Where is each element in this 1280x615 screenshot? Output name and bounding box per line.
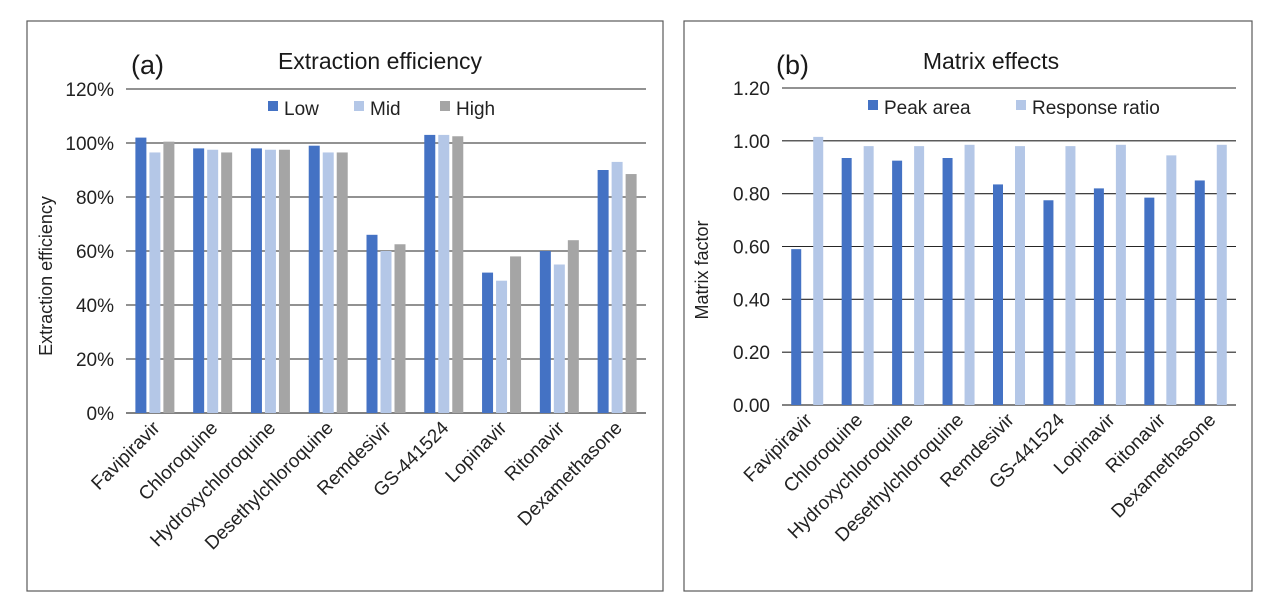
bar-mid (380, 251, 392, 413)
bar-peak-area (791, 249, 802, 405)
legend-entry: Peak area (868, 98, 971, 119)
bar-peak-area (1093, 188, 1104, 405)
bar-low (308, 145, 320, 413)
legend-label: Response ratio (1032, 98, 1160, 119)
bar-peak-area (1144, 197, 1155, 405)
bar-peak-area (841, 158, 852, 405)
bar-high (394, 244, 406, 413)
bar-high (625, 174, 637, 413)
chart-title: Extraction efficiency (278, 48, 483, 74)
panel-extraction-efficiency: 0%20%40%60%80%100%120%FavipiravirChloroq… (26, 20, 664, 592)
bar-low (366, 234, 378, 413)
y-tick-label: 1.00 (733, 132, 770, 153)
bar-mid (264, 149, 276, 413)
legend-swatch (268, 101, 278, 111)
bar-low (482, 272, 494, 413)
legend-entry: Low (268, 99, 319, 120)
legend-swatch (1016, 100, 1026, 110)
bar-peak-area (1194, 180, 1205, 405)
legend-label: Mid (370, 99, 401, 120)
bar-high (221, 152, 233, 413)
bar-high (452, 136, 464, 413)
panel-label: (b) (776, 50, 809, 80)
bar-low (193, 148, 205, 413)
bar-high (336, 152, 348, 413)
bar-response-ratio (1166, 155, 1177, 405)
bar-high (278, 149, 290, 413)
bar-mid (207, 149, 219, 413)
bar-low (135, 137, 147, 413)
y-axis-label: Matrix factor (692, 220, 712, 319)
legend-label: High (456, 99, 495, 120)
bar-peak-area (993, 184, 1003, 405)
legend-swatch (354, 101, 364, 111)
y-tick-label: 40% (76, 296, 114, 317)
y-tick-label: 120% (65, 80, 114, 101)
bar-low (250, 148, 262, 413)
bar-response-ratio (1115, 144, 1126, 405)
y-tick-label: 1.20 (733, 79, 770, 100)
bar-mid (496, 280, 508, 413)
bar-high (510, 256, 522, 413)
bar-mid (322, 152, 334, 413)
bar-peak-area (892, 160, 903, 405)
bar-low (424, 134, 436, 413)
legend-entry: High (440, 99, 495, 120)
bar-mid (149, 152, 161, 413)
bar-low (597, 170, 609, 413)
y-tick-label: 80% (76, 188, 114, 209)
y-tick-label: 0% (87, 404, 115, 425)
legend-entry: Response ratio (1016, 98, 1160, 119)
legend-swatch (868, 100, 878, 110)
y-axis-label: Extraction efficiency (36, 196, 56, 356)
bar-response-ratio (1065, 146, 1076, 405)
bar-peak-area (942, 158, 953, 405)
chart-title: Matrix effects (923, 48, 1059, 74)
legend-label: Low (284, 99, 319, 120)
panel-matrix-effects: 0.000.200.400.600.801.001.20FavipiravirC… (683, 20, 1253, 592)
panel-label: (a) (131, 50, 164, 80)
bar-mid (438, 134, 450, 413)
y-tick-label: 0.00 (733, 396, 770, 417)
y-tick-label: 100% (65, 134, 114, 155)
bar-response-ratio (1015, 146, 1025, 405)
bar-mid (611, 161, 623, 413)
legend-label: Peak area (884, 98, 971, 119)
bar-response-ratio (914, 146, 925, 405)
y-tick-label: 0.20 (733, 343, 770, 364)
y-tick-label: 0.40 (733, 290, 770, 311)
y-tick-label: 0.80 (733, 185, 770, 206)
bar-response-ratio (813, 136, 824, 405)
y-tick-label: 20% (76, 350, 114, 371)
bar-response-ratio (1216, 144, 1227, 405)
y-tick-label: 0.60 (733, 238, 770, 259)
bar-low (539, 251, 551, 413)
bar-peak-area (1043, 200, 1054, 405)
legend-swatch (440, 101, 450, 111)
bar-high (567, 240, 579, 413)
bar-mid (553, 264, 565, 413)
bar-high (163, 141, 175, 413)
bar-response-ratio (863, 146, 874, 405)
legend-entry: Mid (354, 99, 401, 120)
y-tick-label: 60% (76, 242, 114, 263)
bar-response-ratio (964, 144, 975, 405)
